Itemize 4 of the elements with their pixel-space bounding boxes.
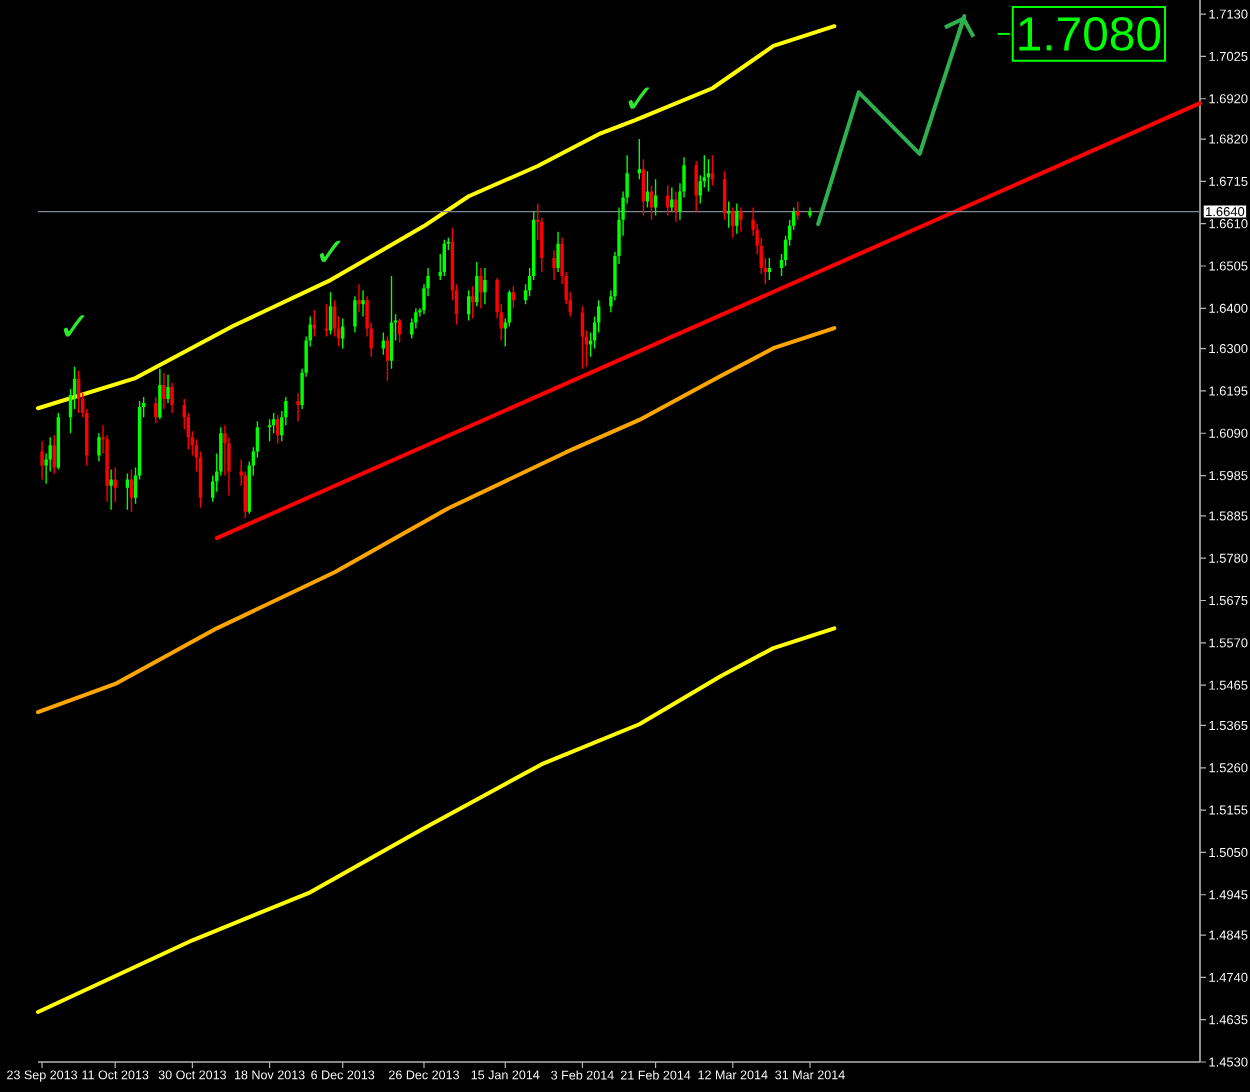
annotation: ✓ — [319, 240, 341, 262]
annotation: ✓ — [628, 87, 650, 109]
annotation: 1.7080 — [1019, 17, 1161, 51]
annotation: ✓ — [63, 315, 85, 337]
